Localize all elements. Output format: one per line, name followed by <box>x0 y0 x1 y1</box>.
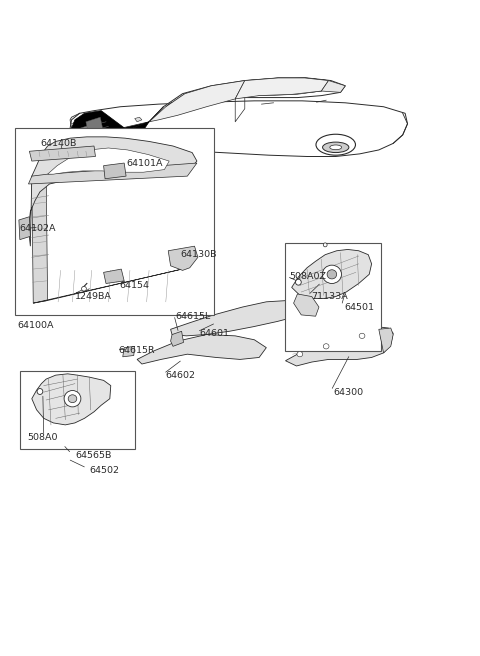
Polygon shape <box>72 111 149 152</box>
Bar <box>15 129 214 315</box>
Text: 64601: 64601 <box>199 329 229 338</box>
Ellipse shape <box>296 279 301 285</box>
Text: 64100A: 64100A <box>17 321 54 330</box>
Polygon shape <box>149 81 245 122</box>
Polygon shape <box>379 328 393 353</box>
Text: 64130B: 64130B <box>180 250 216 259</box>
Ellipse shape <box>323 344 329 349</box>
Polygon shape <box>168 246 198 270</box>
Text: 508A0: 508A0 <box>27 434 58 443</box>
Text: 64101A: 64101A <box>126 159 163 167</box>
Text: 64502: 64502 <box>89 466 119 475</box>
Polygon shape <box>33 268 187 303</box>
Bar <box>286 243 381 351</box>
Ellipse shape <box>330 145 342 150</box>
Text: 64565B: 64565B <box>75 451 111 460</box>
Polygon shape <box>104 163 126 178</box>
Polygon shape <box>292 249 372 298</box>
Polygon shape <box>19 216 30 239</box>
Polygon shape <box>294 294 319 316</box>
Ellipse shape <box>297 352 303 357</box>
Polygon shape <box>70 101 408 157</box>
Text: 64102A: 64102A <box>19 224 55 233</box>
Polygon shape <box>135 117 142 122</box>
Polygon shape <box>170 300 306 336</box>
Polygon shape <box>149 78 345 122</box>
Polygon shape <box>322 81 345 92</box>
Polygon shape <box>104 269 124 283</box>
Polygon shape <box>286 327 393 366</box>
Polygon shape <box>166 78 328 107</box>
Polygon shape <box>28 137 197 246</box>
Text: 64615L: 64615L <box>175 312 211 321</box>
Ellipse shape <box>37 388 43 394</box>
Ellipse shape <box>316 134 356 155</box>
Text: 64140B: 64140B <box>40 139 76 148</box>
Ellipse shape <box>64 390 81 407</box>
Text: 1249BA: 1249BA <box>75 292 112 301</box>
Polygon shape <box>32 374 111 425</box>
Bar <box>20 371 135 449</box>
Polygon shape <box>137 335 266 364</box>
Text: 64300: 64300 <box>333 388 363 397</box>
Polygon shape <box>123 346 135 357</box>
Polygon shape <box>84 107 163 152</box>
Ellipse shape <box>95 136 131 160</box>
Ellipse shape <box>323 142 349 153</box>
Ellipse shape <box>68 395 77 403</box>
Ellipse shape <box>323 243 327 247</box>
Ellipse shape <box>82 287 86 291</box>
Polygon shape <box>170 331 183 346</box>
Text: 508A0Z: 508A0Z <box>289 272 326 281</box>
Text: 64602: 64602 <box>166 371 196 380</box>
Text: 64615R: 64615R <box>118 346 155 356</box>
Polygon shape <box>235 78 328 99</box>
Polygon shape <box>28 163 197 184</box>
Polygon shape <box>32 173 48 303</box>
Polygon shape <box>86 117 103 133</box>
Ellipse shape <box>101 145 125 157</box>
Polygon shape <box>48 148 169 174</box>
Ellipse shape <box>359 333 365 338</box>
Text: 64154: 64154 <box>120 281 149 290</box>
Text: 71133A: 71133A <box>311 292 348 301</box>
Polygon shape <box>29 146 96 161</box>
Ellipse shape <box>327 270 336 279</box>
Text: 64501: 64501 <box>344 302 374 312</box>
Ellipse shape <box>323 265 341 283</box>
Ellipse shape <box>381 335 386 340</box>
Polygon shape <box>80 124 96 140</box>
Ellipse shape <box>108 148 119 154</box>
